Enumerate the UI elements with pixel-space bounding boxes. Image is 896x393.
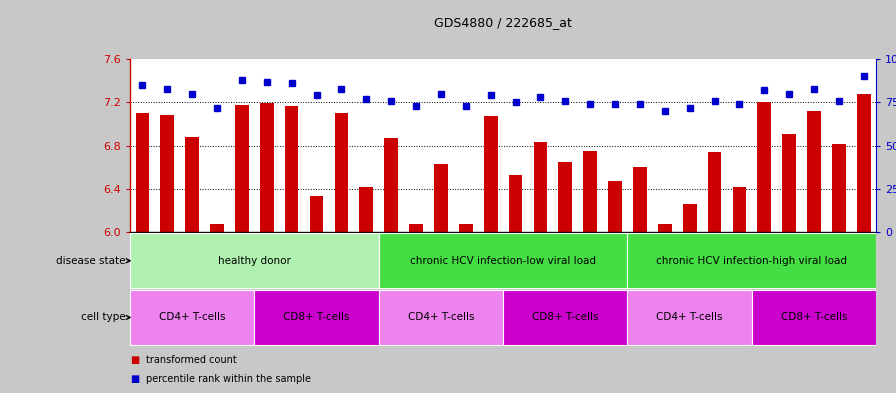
Bar bbox=[334, 113, 349, 232]
Bar bbox=[708, 152, 721, 232]
Bar bbox=[782, 134, 796, 232]
Bar bbox=[484, 116, 497, 232]
Bar bbox=[558, 162, 573, 232]
Text: CD8+ T-cells: CD8+ T-cells bbox=[532, 312, 599, 323]
Text: GDS4880 / 222685_at: GDS4880 / 222685_at bbox=[435, 17, 572, 29]
Text: CD8+ T-cells: CD8+ T-cells bbox=[780, 312, 848, 323]
Bar bbox=[160, 116, 174, 232]
Bar bbox=[285, 106, 298, 232]
Bar bbox=[534, 143, 547, 232]
Text: cell type: cell type bbox=[81, 312, 125, 323]
Text: CD8+ T-cells: CD8+ T-cells bbox=[283, 312, 349, 323]
Bar bbox=[135, 113, 150, 232]
Bar bbox=[509, 175, 522, 232]
Bar bbox=[235, 105, 249, 232]
Bar bbox=[757, 103, 771, 232]
Text: disease state: disease state bbox=[56, 256, 125, 266]
Bar bbox=[807, 111, 821, 232]
Bar bbox=[627, 290, 752, 345]
Bar bbox=[627, 233, 876, 288]
Text: CD4+ T-cells: CD4+ T-cells bbox=[408, 312, 474, 323]
Text: CD4+ T-cells: CD4+ T-cells bbox=[159, 312, 226, 323]
Bar bbox=[359, 187, 373, 232]
Bar bbox=[130, 290, 254, 345]
Bar bbox=[211, 224, 224, 232]
Text: ■: ■ bbox=[130, 354, 139, 365]
Bar bbox=[409, 224, 423, 232]
Bar bbox=[633, 167, 647, 232]
Text: CD4+ T-cells: CD4+ T-cells bbox=[657, 312, 723, 323]
Bar bbox=[832, 143, 846, 232]
Bar bbox=[658, 224, 672, 232]
Bar bbox=[185, 137, 199, 232]
Text: ■: ■ bbox=[130, 374, 139, 384]
Bar bbox=[752, 290, 876, 345]
Bar bbox=[310, 196, 323, 232]
Text: healthy donor: healthy donor bbox=[218, 256, 291, 266]
Bar bbox=[379, 290, 504, 345]
Bar bbox=[260, 103, 273, 232]
Text: percentile rank within the sample: percentile rank within the sample bbox=[146, 374, 311, 384]
Text: chronic HCV infection-low viral load: chronic HCV infection-low viral load bbox=[410, 256, 596, 266]
Bar bbox=[130, 233, 379, 288]
Bar bbox=[583, 151, 597, 232]
Bar bbox=[733, 187, 746, 232]
Bar bbox=[683, 204, 696, 232]
Bar bbox=[379, 233, 627, 288]
Bar bbox=[504, 290, 627, 345]
Bar bbox=[459, 224, 472, 232]
Bar bbox=[254, 290, 379, 345]
Text: chronic HCV infection-high viral load: chronic HCV infection-high viral load bbox=[657, 256, 848, 266]
Bar bbox=[384, 138, 398, 232]
Bar bbox=[857, 94, 871, 232]
Bar bbox=[434, 164, 448, 232]
Bar bbox=[608, 182, 622, 232]
Text: transformed count: transformed count bbox=[146, 354, 237, 365]
